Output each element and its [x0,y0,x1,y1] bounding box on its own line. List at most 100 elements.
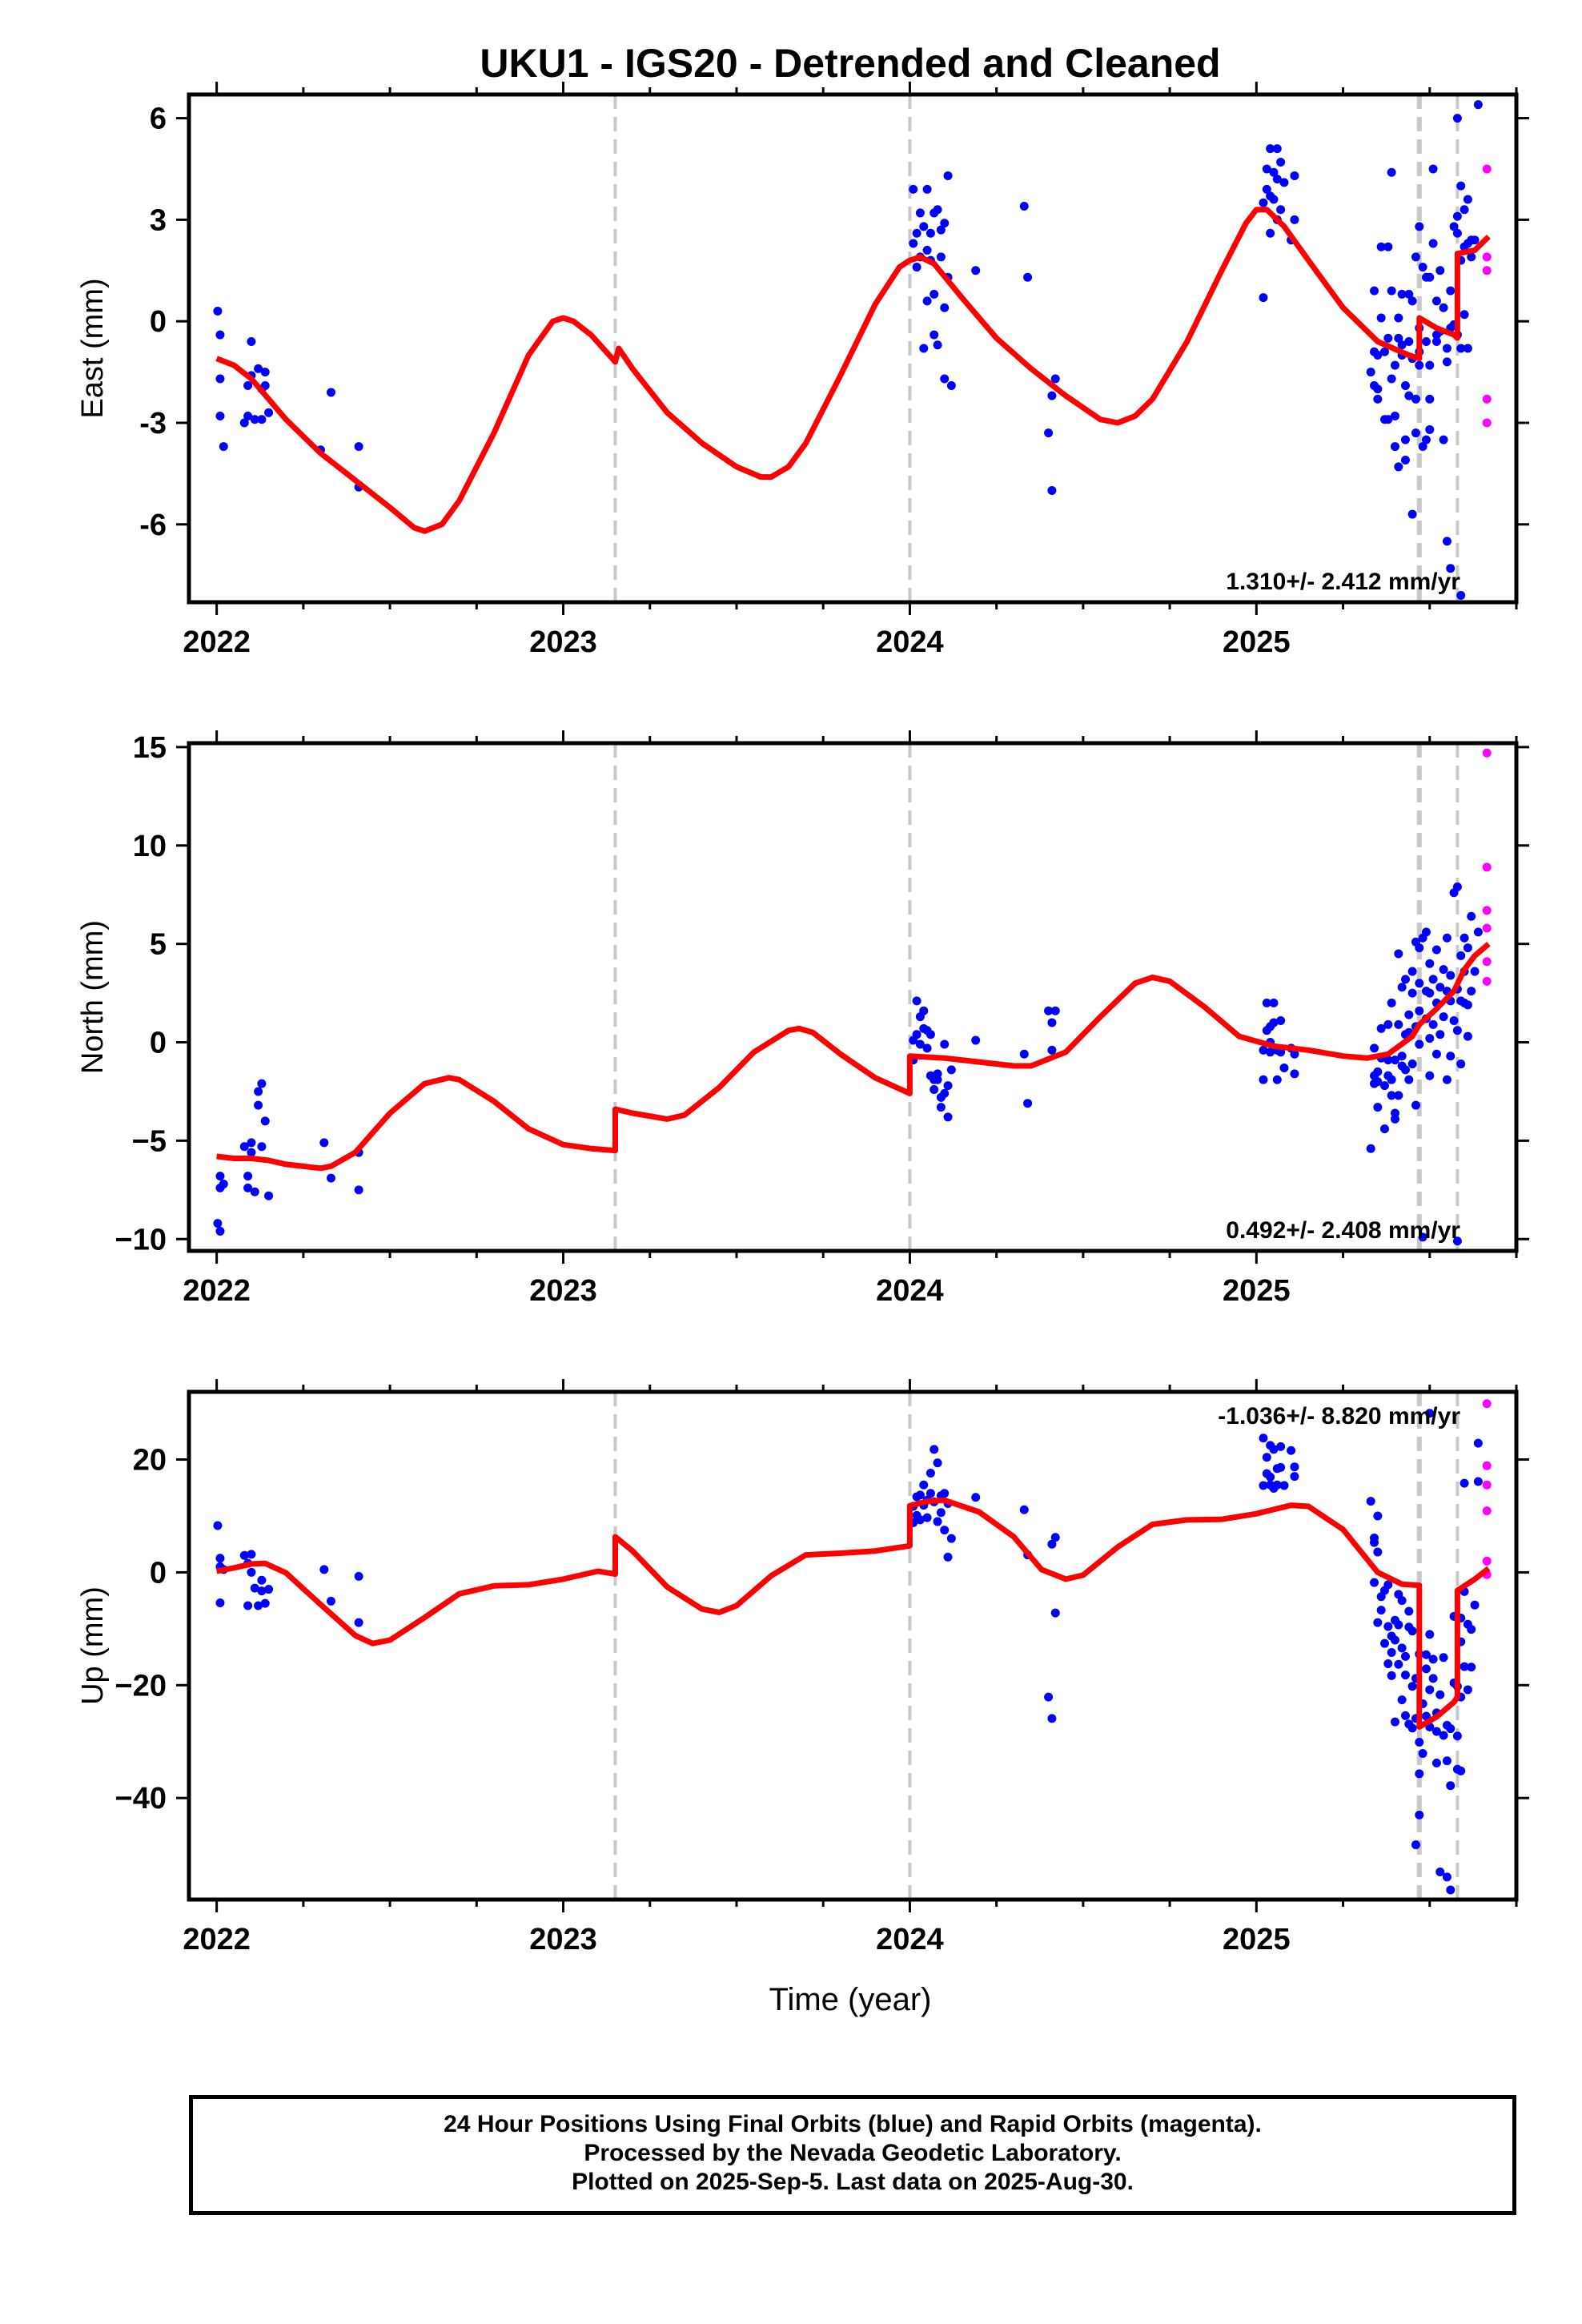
up-rapid-point [1482,1506,1492,1516]
up-final-point [247,1550,256,1559]
north-final-point [1428,1019,1438,1029]
up-final-point [1467,1663,1476,1672]
up-final-point [1370,1533,1379,1542]
north-final-point [1047,1045,1057,1055]
east-final-point [1411,394,1420,404]
east-final-point [1431,337,1441,347]
north-final-point [1397,1051,1407,1061]
north-final-point [1276,1015,1286,1025]
east-final-point [922,245,932,255]
up-final-point [213,1521,223,1530]
east-final-point [260,368,270,377]
up-final-point [215,1598,225,1607]
up-final-point [1435,1690,1445,1699]
north-final-point [1387,1091,1396,1100]
north-final-point [1019,1049,1029,1059]
up-final-point [919,1480,929,1490]
up-rapid-point [1482,1480,1492,1490]
east-final-point [1463,195,1472,204]
up-final-point [1269,1445,1279,1454]
east-final-point [1390,360,1399,370]
east-final-point [919,344,929,353]
north-rapid-point [1482,906,1492,915]
north-final-point [1269,998,1279,1007]
north-final-point [1452,882,1462,891]
north-y-axis-label: North (mm) [76,920,110,1074]
north-final-point [919,1006,929,1015]
up-final-point [940,1526,950,1535]
north-final-point [940,1088,950,1098]
east-final-point [940,303,950,312]
east-final-point [1276,205,1286,215]
east-final-point [1266,144,1275,154]
east-final-point [930,289,939,299]
north-final-point [1425,1034,1435,1043]
north-final-point [1376,1023,1386,1033]
north-final-point [1290,1049,1299,1059]
up-final-point [926,1468,935,1478]
east-final-point [1442,537,1452,546]
east-final-point [1272,144,1282,154]
east-final-point [1390,442,1399,452]
east-final-point [1394,333,1403,343]
north-final-point [247,1148,256,1157]
east-final-point [943,171,953,180]
north-final-point [1407,1059,1417,1069]
up-final-point [354,1618,363,1627]
north-final-point [247,1138,256,1148]
up-final-point [936,1508,946,1518]
east-final-point [909,184,918,194]
east-final-point [215,412,225,421]
north-final-point [1456,951,1466,960]
north-final-point [1452,1026,1462,1035]
up-final-point [1366,1497,1375,1506]
east-final-point [1276,158,1286,167]
north-final-point [1404,1010,1414,1019]
east-final-point [1400,455,1410,464]
east-final-point [1373,394,1383,404]
north-final-point [1415,979,1424,988]
up-final-point [1407,1682,1417,1691]
up-final-point [1415,1737,1424,1747]
up-final-point [1390,1635,1399,1645]
up-final-point [1400,1711,1410,1720]
north-final-point [1435,1030,1445,1039]
up-x-tick-label: 2023 [529,1923,597,1956]
north-final-point [1435,983,1445,992]
east-final-point [1047,391,1057,400]
east-final-point [1397,289,1407,299]
north-final-point [915,1039,925,1049]
east-final-point [1383,415,1393,424]
up-final-point [1439,1653,1448,1663]
east-final-point [260,380,270,390]
north-final-point [215,1226,225,1236]
chart-title: UKU1 - IGS20 - Detrended and Cleaned [480,41,1220,86]
east-final-point [1435,266,1445,275]
east-final-point [1262,184,1271,194]
east-final-point [1019,201,1029,211]
north-final-point [1425,1071,1435,1080]
east-final-point [1370,286,1379,296]
north-final-point [1023,1099,1033,1108]
north-final-point [260,1116,270,1126]
east-rapid-point [1482,394,1492,404]
up-final-point [1428,1655,1438,1664]
north-y-tick-label: −5 [132,1124,167,1158]
up-final-point [1387,1647,1396,1657]
east-final-point [1379,347,1389,356]
up-final-point [1470,1600,1480,1610]
up-final-point [1442,1872,1452,1882]
north-final-point [1463,1000,1472,1010]
north-final-point [1400,975,1410,984]
east-final-point [1394,313,1403,323]
east-final-point [1425,360,1435,370]
up-model-curve [215,1497,1491,1730]
up-final-point [1050,1533,1060,1542]
east-rate-label: 1.310+/- 2.412 mm/yr [1226,569,1460,595]
up-final-point [940,1489,950,1498]
north-final-point [1050,1006,1060,1015]
north-final-point [257,1079,267,1088]
north-final-point [1425,959,1435,968]
up-final-point [1425,1630,1435,1639]
east-final-point [219,442,228,452]
